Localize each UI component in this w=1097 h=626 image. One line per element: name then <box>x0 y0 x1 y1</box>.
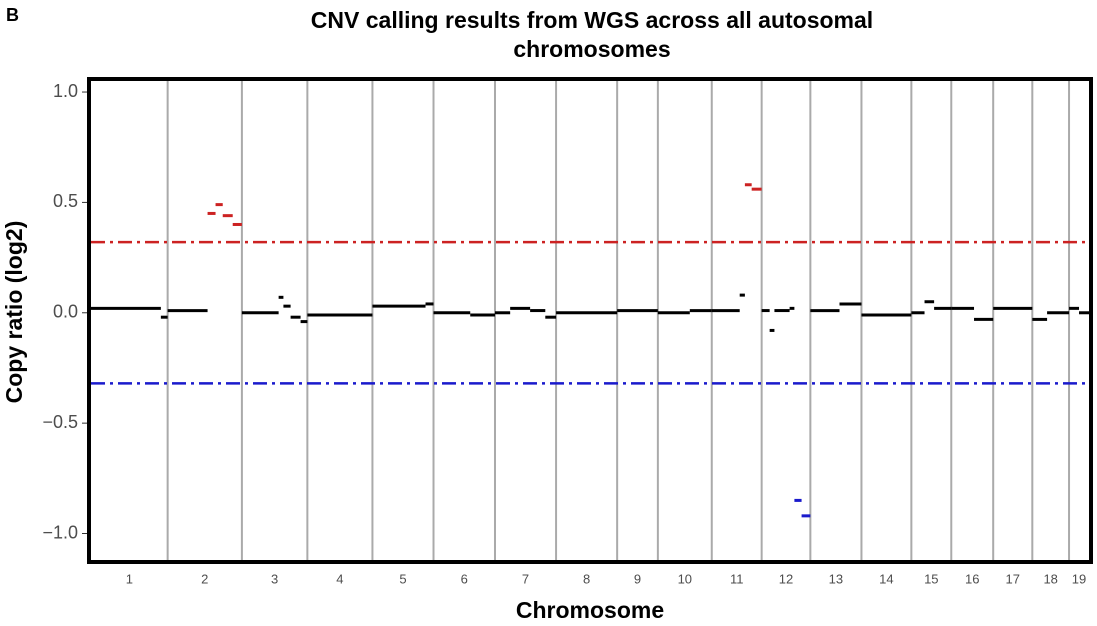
x-tick-label: 2 <box>201 571 208 586</box>
x-tick-label: 3 <box>271 571 278 586</box>
y-tick-label: 0.0 <box>53 302 78 322</box>
x-tick-label: 8 <box>583 571 590 586</box>
y-tick-label: −1.0 <box>42 522 78 542</box>
x-tick-label: 6 <box>461 571 468 586</box>
x-tick-label: 15 <box>924 571 938 586</box>
y-tick-label: 1.0 <box>53 81 78 101</box>
x-axis-title: Chromosome <box>516 597 664 623</box>
x-tick-label: 11 <box>730 571 744 586</box>
plot-frame <box>87 77 1093 564</box>
y-tick-label: 0.5 <box>53 191 78 211</box>
x-tick-label: 10 <box>678 571 692 586</box>
y-tick-label: −0.5 <box>42 412 78 432</box>
x-tick-label: 5 <box>399 571 406 586</box>
x-tick-label: 12 <box>779 571 793 586</box>
x-tick-label: 19 <box>1072 571 1086 586</box>
y-axis-title: Copy ratio (log2) <box>1 221 27 404</box>
x-tick-label: 9 <box>634 571 641 586</box>
x-tick-label: 4 <box>336 571 343 586</box>
x-tick-label: 18 <box>1043 571 1057 586</box>
plot-area <box>91 79 1089 562</box>
x-tick-label: 7 <box>522 571 529 586</box>
chart-title: CNV calling results from WGS across all … <box>311 7 873 33</box>
x-tick-label: 1 <box>126 571 133 586</box>
chart-title: chromosomes <box>513 36 670 62</box>
x-tick-label: 17 <box>1006 571 1020 586</box>
x-tick-label: 14 <box>879 571 893 586</box>
x-tick-label: 13 <box>829 571 843 586</box>
x-tick-label: 16 <box>965 571 979 586</box>
panel-label: B <box>6 5 19 25</box>
